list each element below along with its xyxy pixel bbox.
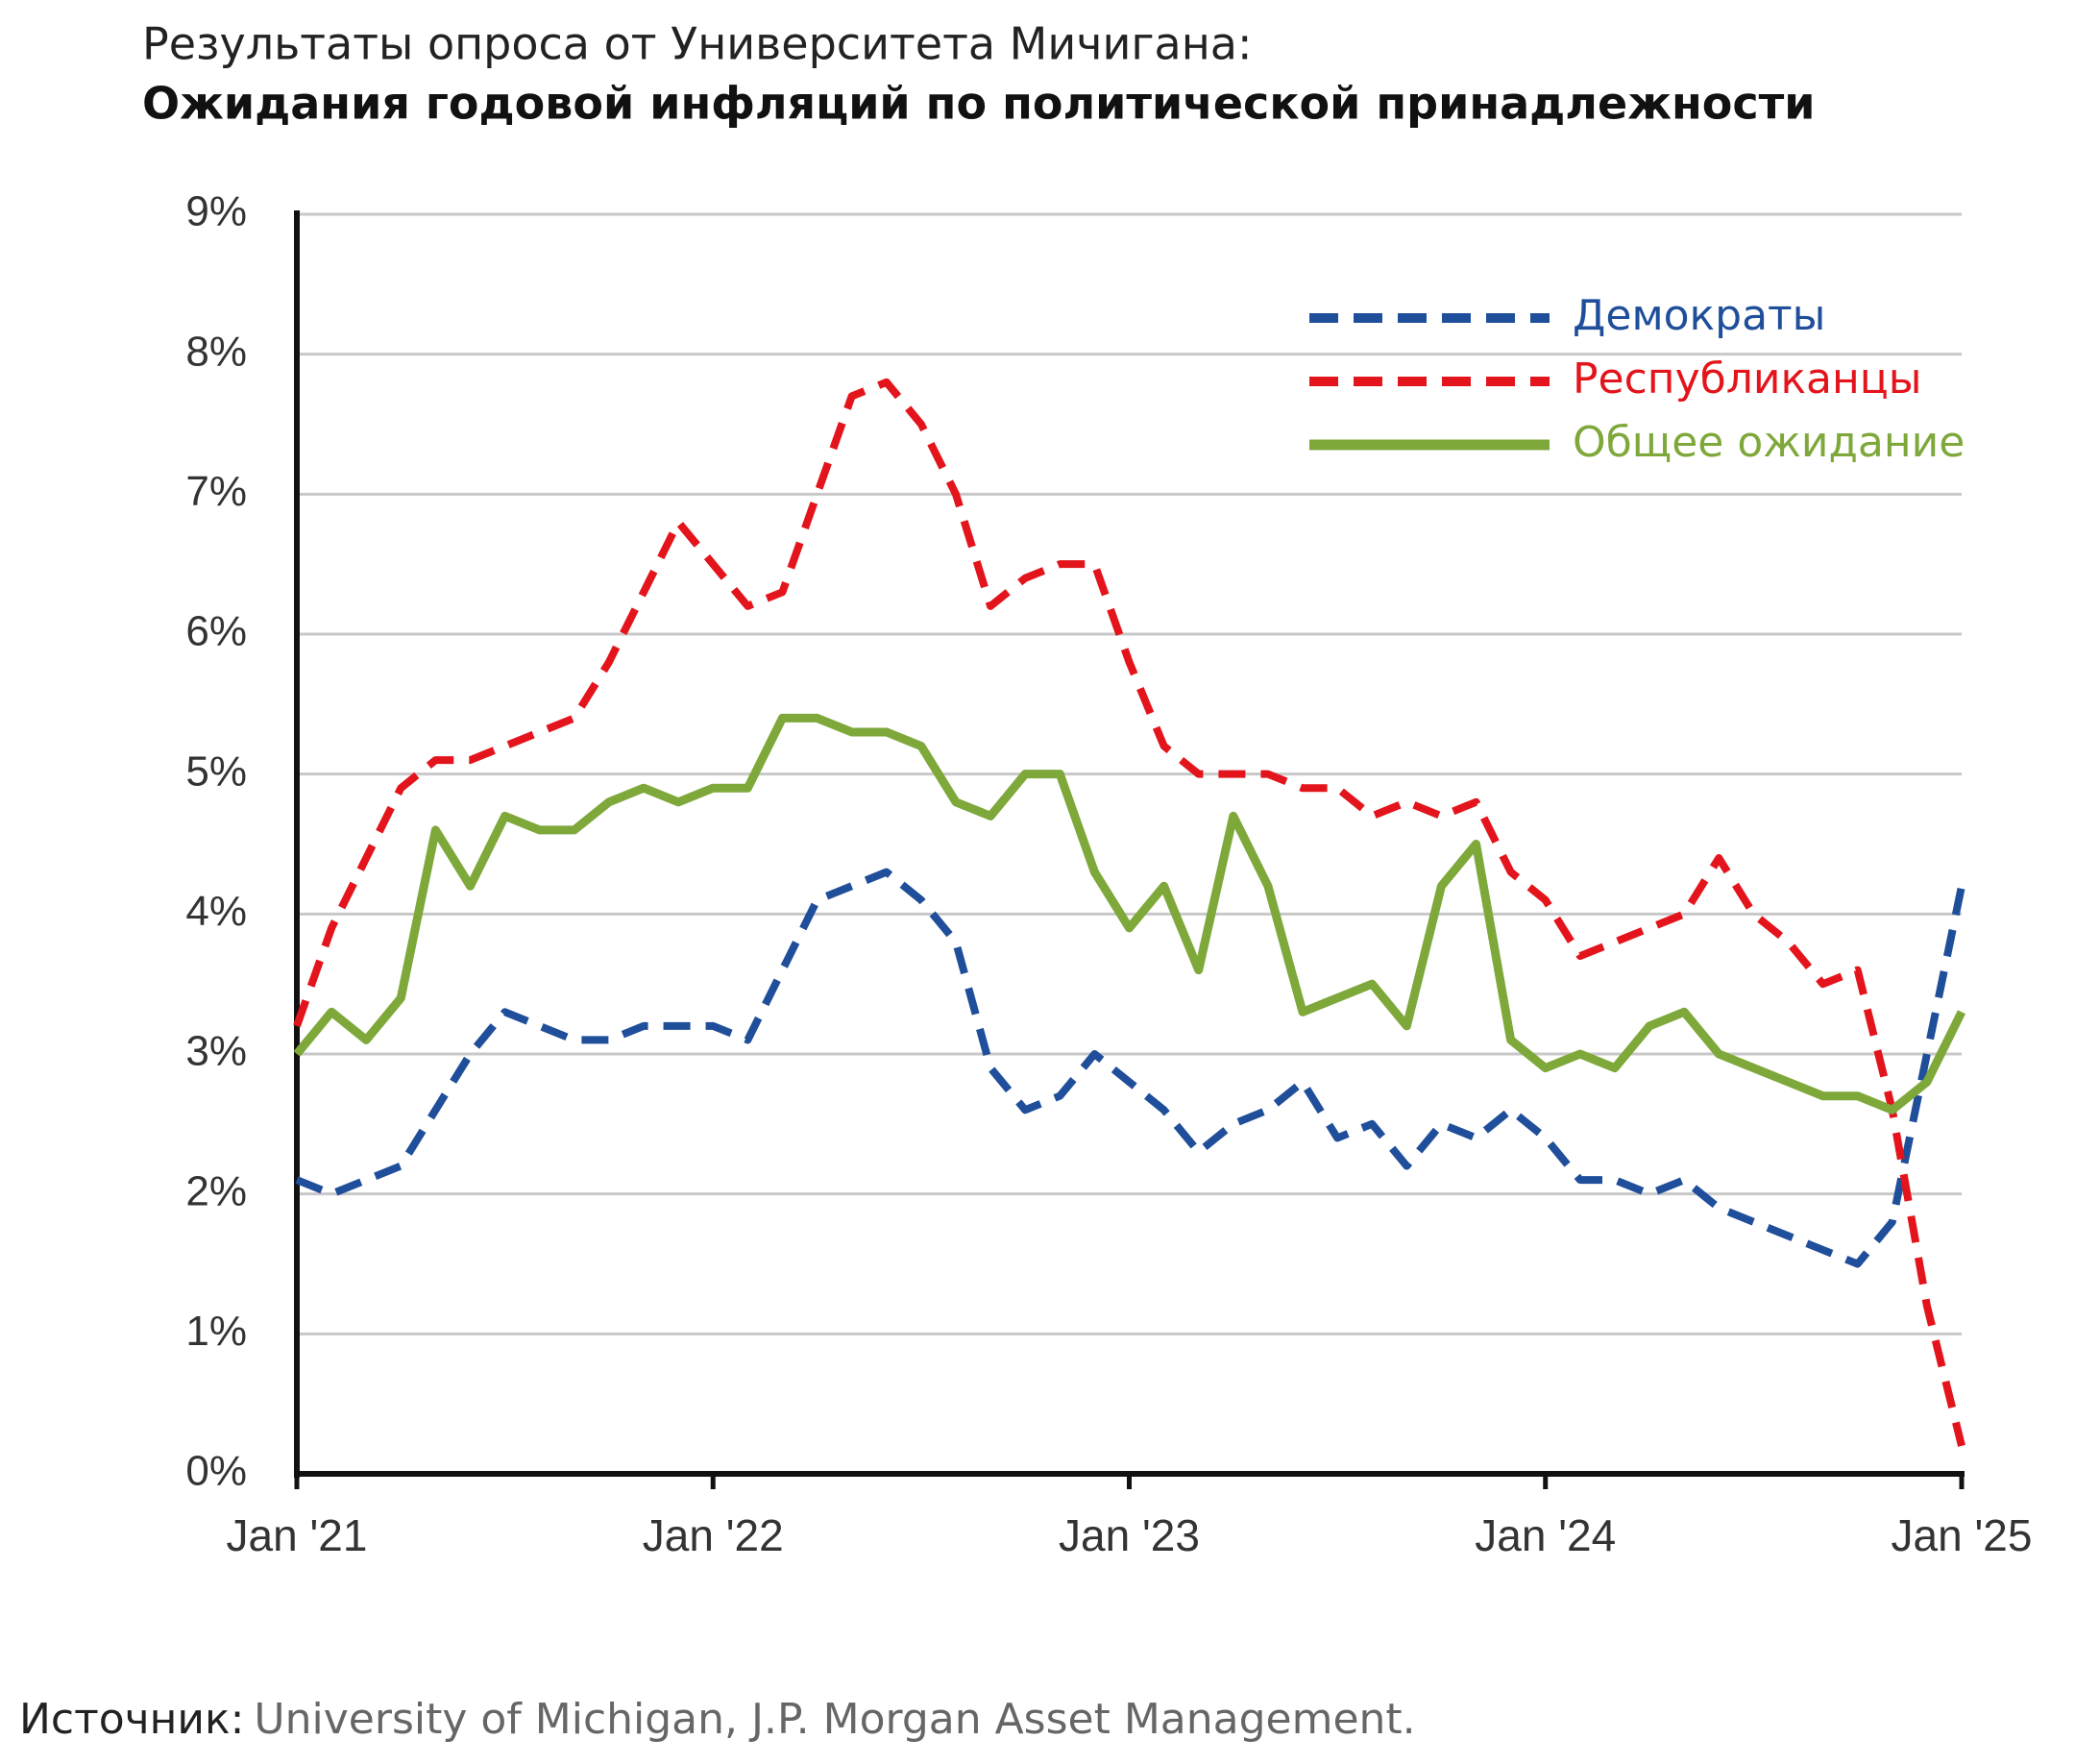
- x-tick-label: Jan '24: [1475, 1510, 1616, 1560]
- chart-subtitle: Ожидания годовой инфляций по политическо…: [142, 78, 1816, 130]
- y-tick-label: 9%: [185, 188, 247, 235]
- y-tick-label: 5%: [185, 747, 247, 795]
- y-tick-label: 4%: [185, 888, 247, 935]
- legend-label: Республиканцы: [1573, 355, 1921, 404]
- source-text: University of Michigan, J.P. Morgan Asse…: [254, 1695, 1415, 1744]
- y-tick-label: 2%: [185, 1167, 247, 1214]
- x-tick-label: Jan '21: [227, 1510, 368, 1560]
- y-tick-label: 7%: [185, 468, 247, 515]
- source-label: Источник:: [19, 1695, 244, 1744]
- chart-title: Результаты опроса от Университета Мичига…: [142, 18, 1252, 70]
- y-tick-label: 1%: [185, 1308, 247, 1355]
- source: Источник: University of Michigan, J.P. Mo…: [19, 1695, 1416, 1744]
- y-tick-label: 3%: [185, 1028, 247, 1075]
- legend-label: Демократы: [1573, 291, 1825, 340]
- y-tick-label: 0%: [185, 1448, 247, 1495]
- x-tick-label: Jan '23: [1059, 1510, 1200, 1560]
- series-line: [295, 868, 1965, 1268]
- series-line: [293, 713, 1966, 1115]
- y-tick-label: 6%: [185, 608, 247, 655]
- x-tick-label: Jan '25: [1892, 1510, 2033, 1560]
- y-tick-label: 8%: [185, 328, 247, 375]
- x-tick-label: Jan '22: [643, 1510, 784, 1560]
- legend-label: Общее ожидание: [1573, 418, 1965, 467]
- series-line: [293, 378, 1965, 1447]
